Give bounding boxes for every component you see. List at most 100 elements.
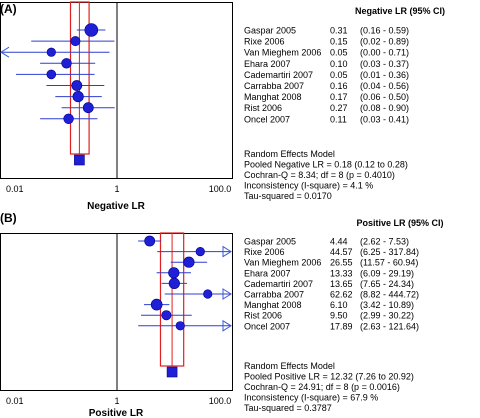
- study-ci: (6.09 - 29.19): [360, 268, 414, 278]
- study-estimate: 9.50: [330, 311, 348, 321]
- study-estimate: 0.27: [330, 103, 348, 113]
- study-name: Carrabba 2007: [244, 81, 304, 91]
- study-marker: [150, 298, 163, 311]
- study-ci: (3.42 - 10.89): [360, 300, 414, 310]
- ci-arrow-right: [222, 319, 232, 332]
- x-tick-label: 100.0: [209, 184, 232, 194]
- ci-arrow-right: [222, 245, 232, 258]
- study-name: Rixe 2006: [244, 247, 285, 257]
- summary-line: Inconsistency (I-square) = 67.9 %: [244, 393, 378, 403]
- summary-line: Cochran-Q = 24.91; df = 8 (p = 0.0016): [244, 382, 400, 392]
- ci-arrow-right: [222, 288, 232, 300]
- study-ci: (0.08 - 0.90): [360, 103, 409, 113]
- summary-line: Pooled Positive LR = 12.32 (7.26 to 20.9…: [244, 372, 414, 382]
- study-estimate: 44.57: [330, 247, 353, 257]
- study-estimate: 26.55: [330, 258, 353, 268]
- study-name: Ehara 2007: [244, 59, 291, 69]
- study-ci: (8.82 - 444.72): [360, 290, 419, 300]
- study-name: Oncel 2007: [244, 114, 290, 124]
- study-marker: [72, 90, 84, 103]
- study-marker: [144, 235, 156, 247]
- summary-line: Cochran-Q = 8.34; df = 8 (p = 0.4010): [244, 170, 395, 180]
- study-name: Manghat 2008: [244, 300, 302, 310]
- study-name: Rixe 2006: [244, 37, 285, 47]
- study-marker: [46, 69, 57, 80]
- study-ci: (2.63 - 121.64): [360, 321, 419, 331]
- study-marker: [168, 277, 180, 290]
- study-name: Cademartiri 2007: [244, 279, 313, 289]
- study-ci: (2.99 - 30.22): [360, 311, 414, 321]
- x-tick-label: 0.01: [6, 184, 24, 194]
- study-estimate: 0.31: [330, 26, 348, 36]
- study-marker: [61, 58, 72, 69]
- study-estimate: 0.05: [330, 70, 348, 80]
- study-ci: (7.65 - 24.34): [360, 279, 414, 289]
- study-marker: [46, 47, 56, 57]
- study-estimate: 13.65: [330, 279, 353, 289]
- pooled-marker: [166, 366, 178, 378]
- study-name: Gaspar 2005: [244, 26, 296, 36]
- study-ci: (6.25 - 317.84): [360, 247, 419, 257]
- x-tick-label: 0.01: [6, 396, 24, 406]
- study-marker: [183, 256, 195, 268]
- x-tick-label: 1: [114, 396, 119, 406]
- study-ci: (0.04 - 0.56): [360, 81, 409, 91]
- study-ci: (2.62 - 7.53): [360, 237, 409, 247]
- summary-line: Random Effects Model: [244, 361, 335, 371]
- study-estimate: 0.10: [330, 59, 348, 69]
- study-marker: [82, 102, 94, 114]
- study-estimate: 6.10: [330, 300, 348, 310]
- study-estimate: 17.89: [330, 321, 353, 331]
- summary-line: Random Effects Model: [244, 149, 335, 159]
- column-header: Positive LR (95% CI): [356, 218, 443, 228]
- study-marker: [168, 267, 180, 279]
- study-estimate: 4.44: [330, 237, 348, 247]
- study-marker: [63, 113, 74, 125]
- study-name: Manghat 2008: [244, 92, 302, 102]
- study-marker: [175, 321, 185, 331]
- summary-line: Inconsistency (I-square) = 4.1 %: [244, 181, 373, 191]
- study-estimate: 0.15: [330, 37, 348, 47]
- x-tick-label: 100.0: [209, 396, 232, 406]
- summary-line: Pooled Negative LR = 0.18 (0.12 to 0.28): [244, 160, 408, 170]
- study-ci: (0.03 - 0.41): [360, 114, 409, 124]
- study-ci: (0.06 - 0.50): [360, 92, 409, 102]
- column-header: Negative LR (95% CI): [355, 6, 445, 16]
- study-estimate: 13.33: [330, 268, 353, 278]
- study-name: Rist 2006: [244, 311, 282, 321]
- x-tick-label: 1: [114, 184, 119, 194]
- study-marker: [70, 36, 81, 47]
- study-name: Rist 2006: [244, 103, 282, 113]
- study-name: Van Mieghem 2006: [244, 258, 321, 268]
- study-ci: (0.16 - 0.59): [360, 26, 409, 36]
- study-estimate: 0.11: [330, 114, 347, 124]
- study-estimate: 0.17: [330, 92, 348, 102]
- summary-line: Tau-squared = 0.3787: [244, 403, 332, 413]
- study-ci: (0.00 - 0.71): [360, 48, 409, 58]
- study-ci: (0.01 - 0.36): [360, 70, 409, 80]
- study-name: Oncel 2007: [244, 321, 290, 331]
- study-name: Cademartiri 2007: [244, 70, 313, 80]
- study-ci: (0.03 - 0.37): [360, 59, 409, 69]
- study-marker: [84, 23, 99, 37]
- study-estimate: 62.62: [330, 290, 353, 300]
- study-marker: [161, 310, 172, 321]
- study-ci: (0.02 - 0.89): [360, 37, 409, 47]
- x-axis-label: Positive LR: [89, 408, 144, 418]
- study-name: Van Mieghem 2006: [244, 48, 321, 58]
- study-marker: [71, 80, 83, 91]
- summary-line: Tau-squared = 0.0170: [244, 191, 332, 201]
- panel-label: (B): [0, 211, 17, 225]
- ci-arrow-left: [0, 46, 10, 58]
- study-marker: [203, 289, 213, 299]
- pooled-marker: [74, 154, 85, 166]
- study-name: Ehara 2007: [244, 268, 291, 278]
- panel-label: (A): [0, 2, 17, 16]
- study-marker: [195, 247, 205, 257]
- study-estimate: 0.16: [330, 81, 348, 91]
- study-ci: (11.57 - 60.94): [360, 258, 418, 268]
- study-name: Gaspar 2005: [244, 237, 296, 247]
- study-name: Carrabba 2007: [244, 290, 304, 300]
- x-axis-label: Negative LR: [87, 201, 146, 212]
